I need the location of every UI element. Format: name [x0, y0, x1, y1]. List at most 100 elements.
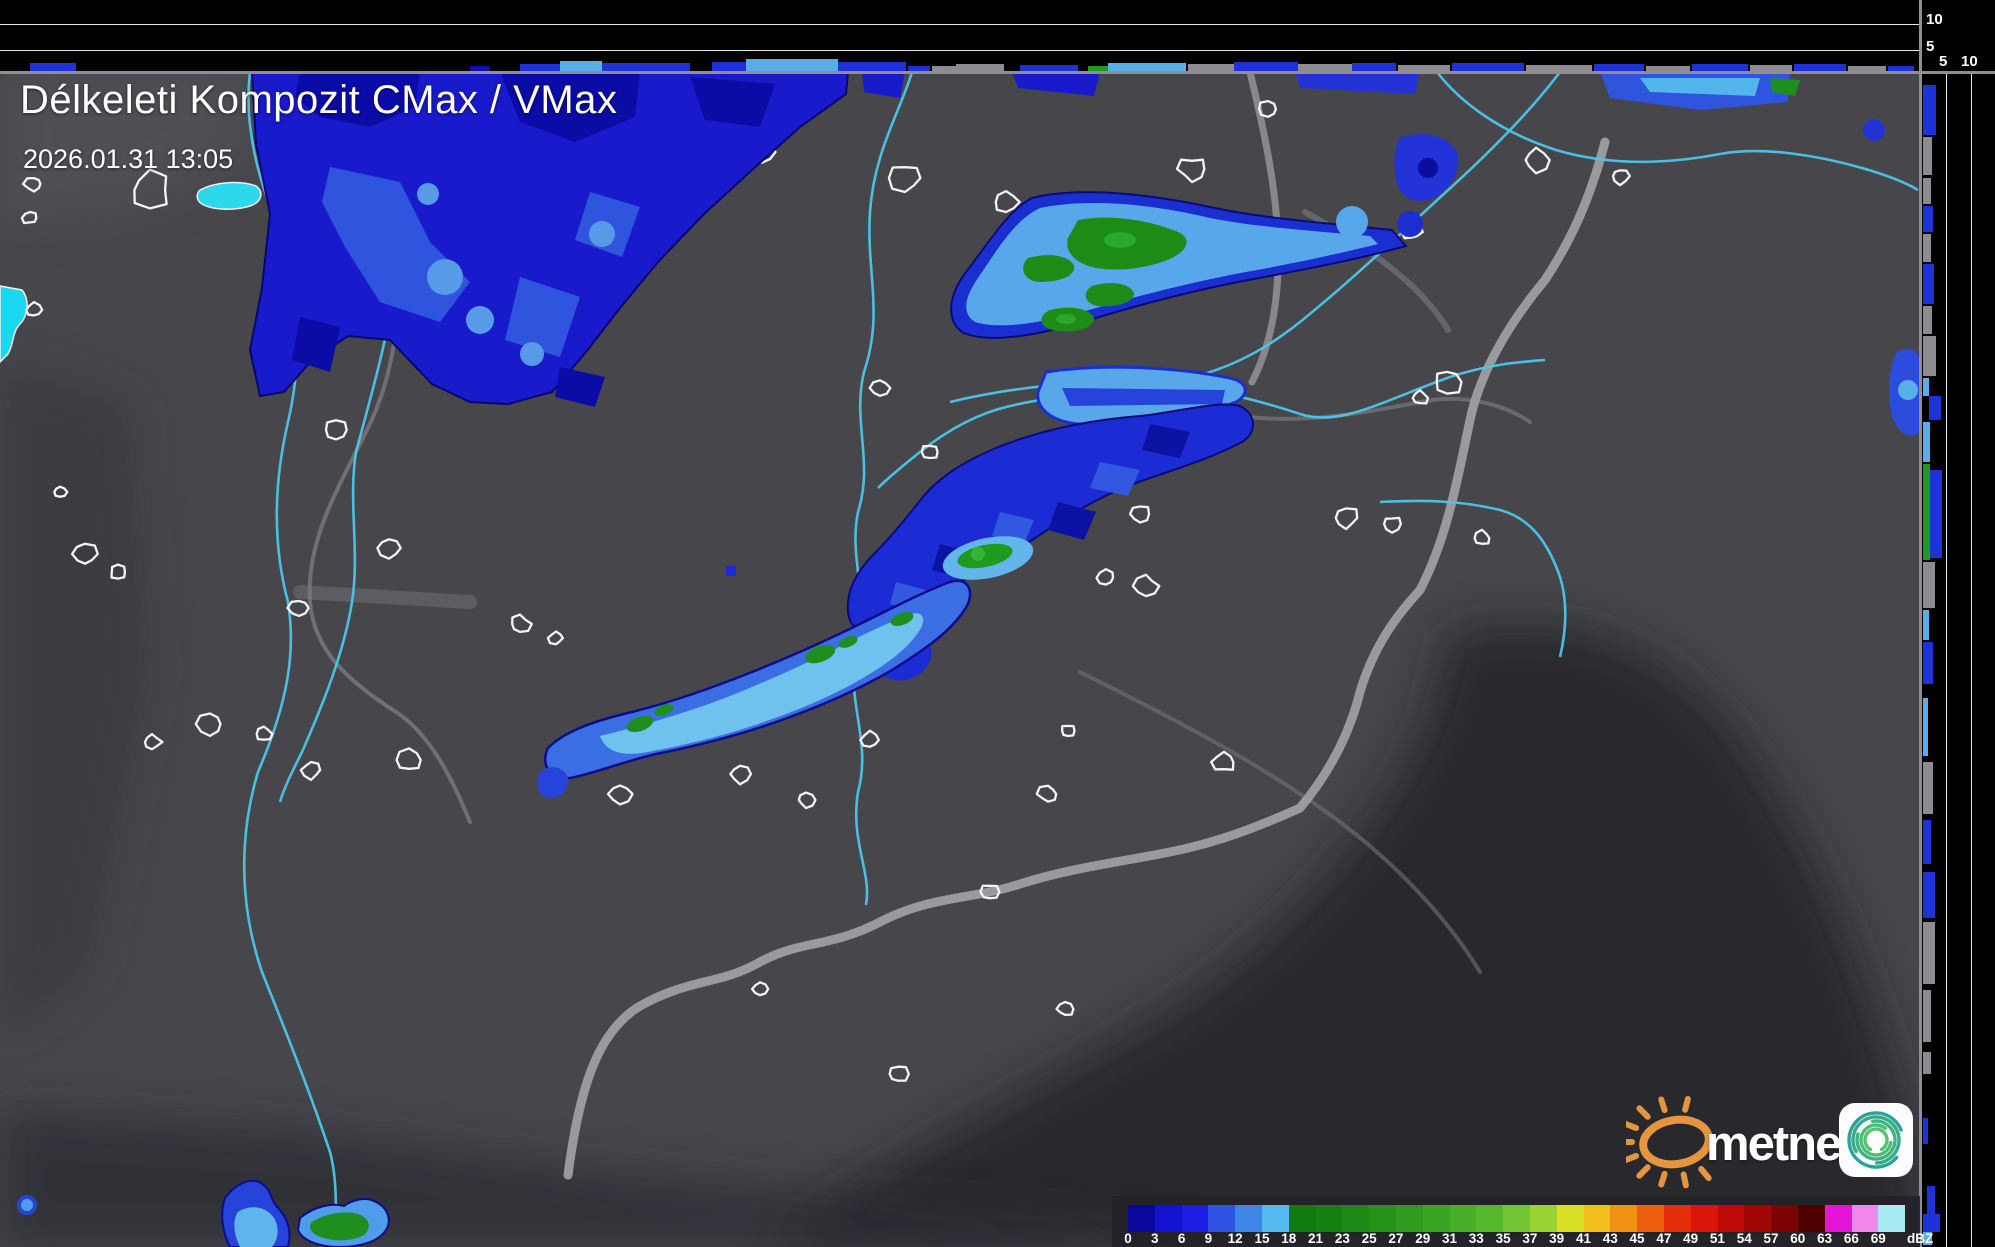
- dbz-cell: [1261, 1205, 1289, 1232]
- radar-echo: [992, 512, 1034, 544]
- echo-height-bar: [1923, 206, 1933, 232]
- right-axis-label-10: 10: [1961, 53, 1978, 70]
- sun-icon: [1626, 1095, 1712, 1189]
- radar-echo: [971, 547, 985, 561]
- radar-echo: [248, 71, 850, 406]
- radar-echo: [1397, 211, 1423, 237]
- radar-echo: [292, 317, 340, 372]
- dbz-cell: [1797, 1205, 1825, 1232]
- dbz-tick-label: 25: [1361, 1231, 1377, 1246]
- echo-height-bar: [1352, 63, 1396, 72]
- dbz-cell: [1824, 1205, 1852, 1232]
- town-outline: [255, 725, 274, 741]
- town-outline: [1175, 158, 1206, 184]
- logo-wordmark: metnet: [1706, 1117, 1857, 1171]
- echo-height-bar: [1923, 642, 1933, 684]
- town-outline: [920, 444, 939, 460]
- echo-height-bar: [1398, 65, 1450, 72]
- product-datetime: 2026.01.31 13:05: [23, 144, 234, 174]
- echo-height-bar: [1930, 470, 1942, 558]
- echo-height-bar: [1923, 990, 1931, 1042]
- dbz-tick-label: 45: [1629, 1231, 1645, 1246]
- radar-echo: [600, 613, 924, 754]
- town-outline: [133, 168, 168, 210]
- echo-height-bar: [1888, 66, 1914, 72]
- top-axis-label-5: 5: [1926, 38, 1935, 55]
- echo-height-bar: [838, 62, 906, 72]
- town-outline: [1382, 516, 1402, 534]
- right-profile-gridline-5km: [1946, 74, 1947, 1247]
- echo-height-bar: [520, 64, 560, 72]
- echo-height-bar: [1794, 64, 1846, 72]
- mountain-ridges: [760, 624, 1920, 1247]
- radar-echo: [1085, 283, 1134, 307]
- dbz-tick-label: 35: [1495, 1231, 1511, 1246]
- dbz-cell: [1154, 1205, 1182, 1232]
- right-profile-gridline-10km: [1971, 74, 1972, 1247]
- dbz-cell: [1128, 1205, 1155, 1232]
- map-right-frame: [1919, 0, 1922, 1247]
- echo-height-bar: [956, 64, 1004, 72]
- town-outline: [25, 300, 44, 317]
- dbz-tick-label: 3: [1151, 1231, 1159, 1246]
- radar-echo: [466, 306, 494, 334]
- echo-height-bar: [1298, 64, 1352, 72]
- radar-echo: [1295, 72, 1420, 94]
- radar-echo: [1062, 388, 1225, 406]
- radar-map: [0, 68, 1920, 1247]
- dbz-cell: [1556, 1205, 1584, 1232]
- echo-height-bar: [1923, 562, 1935, 608]
- radar-echo: [21, 1199, 33, 1211]
- top-axis-label-10: 10: [1926, 11, 1943, 28]
- echo-height-bar: [1923, 306, 1932, 334]
- echo-height-bar: [1188, 64, 1234, 72]
- dbz-tick-label: 51: [1709, 1231, 1725, 1246]
- dbz-tick-label: 63: [1817, 1231, 1833, 1246]
- dbz-tick-label: 12: [1227, 1231, 1243, 1246]
- town-outline: [299, 760, 322, 782]
- radar-echo: [1090, 462, 1140, 496]
- dbz-tick-label: 49: [1683, 1231, 1699, 1246]
- town-outline: [859, 729, 880, 748]
- town-outline: [1334, 507, 1359, 531]
- radar-echo: [1104, 232, 1136, 248]
- dbz-tick-label: 6: [1177, 1231, 1186, 1246]
- dbz-tick-label: 43: [1602, 1231, 1618, 1246]
- echo-height-bar: [1929, 396, 1941, 420]
- dbz-tick-label: 60: [1790, 1231, 1806, 1246]
- echo-height-bar: [1692, 64, 1748, 72]
- echo-height-bar: [932, 66, 956, 72]
- dbz-tick-label: 29: [1415, 1231, 1431, 1246]
- town-outline: [1435, 370, 1463, 395]
- town-outline: [606, 784, 634, 806]
- echo-height-bar: [602, 63, 690, 72]
- echo-height-bar: [908, 66, 930, 72]
- product-title: Délkeleti Kompozit CMax / VMax: [20, 78, 618, 122]
- radar-echo: [1898, 380, 1918, 400]
- town-outline: [979, 884, 1001, 900]
- town-outline: [53, 485, 69, 498]
- dbz-cell: [1771, 1205, 1798, 1232]
- echo-height-bar: [1923, 378, 1929, 396]
- dbz-tick-label: 37: [1522, 1231, 1538, 1246]
- dbz-cell: [1369, 1205, 1396, 1232]
- echo-height-bar: [1848, 66, 1886, 72]
- echo-height-bar: [1646, 66, 1690, 72]
- river-line: [1435, 71, 1919, 192]
- dbz-cell: [1288, 1205, 1316, 1232]
- radar-echo: [690, 77, 775, 127]
- town-outline: [1131, 573, 1161, 598]
- echo-height-bar: [560, 61, 602, 72]
- echo-height-bar: [1923, 234, 1931, 262]
- echo-height-bar: [1750, 65, 1792, 72]
- radar-echo: [726, 566, 736, 576]
- echo-height-bar: [712, 62, 746, 72]
- town-outline: [1061, 724, 1076, 738]
- radar-echo: [957, 543, 1013, 569]
- dbz-tick-label: 66: [1843, 1231, 1859, 1246]
- radar-echo: [1770, 78, 1800, 96]
- echo-height-bar: [1923, 336, 1936, 376]
- echo-height-bar: [30, 63, 76, 72]
- dbz-cell: [1690, 1205, 1718, 1232]
